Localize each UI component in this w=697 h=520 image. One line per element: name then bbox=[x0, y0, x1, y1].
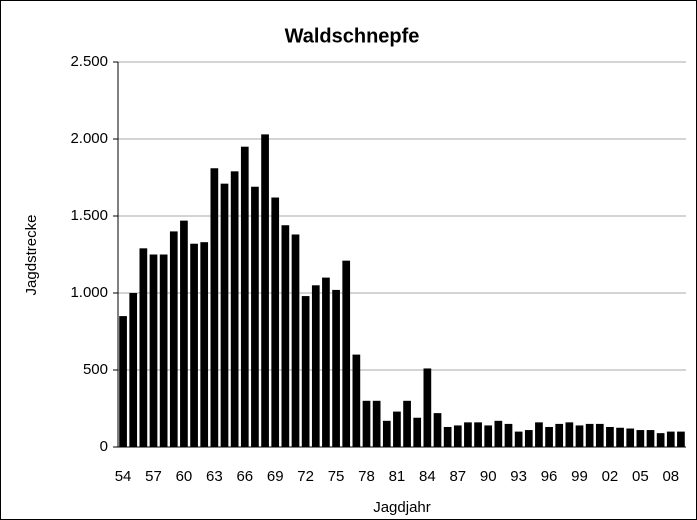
bar bbox=[677, 431, 685, 447]
x-tick-label: 02 bbox=[602, 468, 619, 485]
bar bbox=[555, 423, 564, 447]
x-tick-label: 72 bbox=[297, 468, 314, 485]
bar bbox=[545, 426, 553, 447]
bar bbox=[119, 316, 127, 447]
x-tick-label: 08 bbox=[662, 468, 679, 485]
y-tick-label: 1.500 bbox=[70, 207, 108, 224]
bar bbox=[413, 417, 422, 447]
bar bbox=[403, 400, 411, 447]
bar bbox=[524, 430, 533, 447]
x-tick-label: 90 bbox=[480, 468, 497, 485]
bar bbox=[372, 400, 381, 447]
y-tick-label: 0 bbox=[100, 438, 108, 455]
x-tick-label: 99 bbox=[571, 468, 588, 485]
bar bbox=[504, 423, 513, 447]
bar bbox=[342, 260, 351, 447]
chart-title: Waldschnepfe bbox=[285, 25, 420, 47]
bar bbox=[200, 242, 209, 447]
x-tick-label: 54 bbox=[115, 468, 132, 485]
bar bbox=[129, 293, 138, 447]
y-tick-label: 2.000 bbox=[70, 130, 108, 147]
x-tick-label: 60 bbox=[176, 468, 193, 485]
y-tick-label: 2.500 bbox=[70, 53, 108, 70]
x-axis-label: Jagdjahr bbox=[373, 499, 431, 516]
bar bbox=[149, 254, 158, 447]
bar bbox=[271, 197, 280, 447]
bar bbox=[433, 413, 442, 447]
bar bbox=[565, 422, 574, 447]
bar bbox=[606, 426, 614, 447]
bar bbox=[261, 134, 269, 447]
x-tick-label: 93 bbox=[510, 468, 527, 485]
bar bbox=[322, 277, 330, 447]
bar bbox=[464, 422, 472, 447]
bar bbox=[626, 428, 635, 447]
x-tick-label: 96 bbox=[541, 468, 558, 485]
bar bbox=[332, 289, 340, 447]
bar bbox=[291, 234, 300, 447]
x-tick-label: 63 bbox=[206, 468, 223, 485]
x-tick-label: 84 bbox=[419, 468, 436, 485]
x-tick-label: 05 bbox=[632, 468, 649, 485]
y-tick-label: 1.000 bbox=[70, 284, 108, 301]
bar bbox=[474, 422, 482, 447]
bar bbox=[443, 426, 452, 447]
bar bbox=[423, 368, 432, 447]
bar bbox=[301, 296, 310, 447]
bar bbox=[159, 254, 168, 447]
bar bbox=[494, 420, 503, 447]
bar bbox=[352, 354, 361, 447]
y-axis-label: Jagdstrecke bbox=[23, 215, 40, 296]
bar bbox=[382, 420, 391, 447]
bar bbox=[616, 427, 624, 447]
bar bbox=[230, 171, 239, 447]
bar bbox=[362, 400, 371, 447]
bar bbox=[190, 243, 198, 447]
bar bbox=[169, 231, 178, 447]
bar bbox=[535, 422, 543, 447]
bar bbox=[220, 183, 229, 447]
bar bbox=[666, 431, 675, 447]
y-tick-label: 500 bbox=[83, 361, 108, 378]
x-tick-label: 66 bbox=[236, 468, 253, 485]
bar bbox=[646, 430, 655, 447]
bar bbox=[514, 431, 523, 447]
x-tick-label: 81 bbox=[389, 468, 406, 485]
bar bbox=[281, 225, 290, 447]
bar bbox=[595, 423, 604, 447]
bar bbox=[139, 248, 148, 447]
x-tick-label: 78 bbox=[358, 468, 375, 485]
bar bbox=[311, 285, 320, 447]
bar bbox=[180, 220, 188, 447]
x-tick-label: 69 bbox=[267, 468, 284, 485]
x-tick-label: 57 bbox=[145, 468, 162, 485]
bar bbox=[656, 433, 665, 447]
bar bbox=[393, 411, 401, 447]
bar bbox=[585, 423, 594, 447]
x-tick-label: 75 bbox=[328, 468, 345, 485]
bar bbox=[251, 186, 259, 448]
bar bbox=[575, 425, 584, 447]
bar bbox=[240, 146, 249, 447]
bar bbox=[636, 430, 645, 447]
bar bbox=[210, 168, 219, 447]
x-tick-label: 87 bbox=[449, 468, 466, 485]
bar bbox=[453, 425, 462, 447]
bar bbox=[484, 425, 493, 447]
